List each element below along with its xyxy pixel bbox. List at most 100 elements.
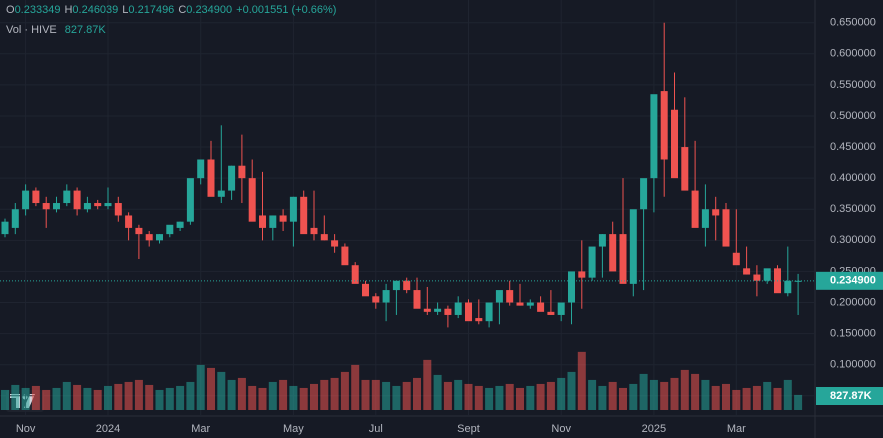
candle-body: [619, 234, 627, 284]
candle-body: [248, 178, 256, 222]
candle-body: [609, 234, 617, 272]
volume-bar: [433, 374, 442, 410]
candle-body: [320, 234, 328, 241]
candle-body: [53, 203, 60, 210]
volume-bar: [124, 381, 133, 410]
volume-bar: [73, 384, 82, 410]
volume-bar: [145, 384, 154, 410]
volume-bar: [732, 389, 741, 410]
candle-body: [372, 296, 380, 303]
y-tick-label: 0.200000: [830, 296, 876, 308]
candle-body: [732, 252, 740, 266]
candle-body: [269, 215, 277, 228]
volume-bar: [31, 385, 40, 410]
candle-body: [104, 203, 112, 207]
volume-bar: [289, 385, 298, 410]
volume-bar: [207, 367, 215, 410]
candle-body: [557, 302, 565, 315]
volume-bar: [485, 387, 494, 410]
volume-bar: [629, 383, 638, 410]
volume-bar: [639, 373, 648, 410]
x-tick-label: Mar: [727, 423, 746, 435]
candle-body: [681, 147, 689, 191]
volume-bar: [742, 387, 751, 410]
low-value: 0.217496: [128, 4, 174, 16]
volume-bar: [382, 381, 391, 410]
volume-bar: [371, 379, 380, 410]
candle-body: [763, 268, 771, 281]
low-key: L: [122, 4, 128, 16]
volume-bar: [340, 371, 349, 410]
volume-bar: [773, 387, 782, 410]
volume-bar: [165, 387, 174, 410]
x-tick-label: Jul: [369, 423, 383, 435]
volume-bar: [299, 387, 308, 410]
candle-body: [465, 302, 472, 322]
volume-bar: [42, 389, 51, 410]
candle-body: [506, 290, 514, 303]
volume-bar: [413, 377, 421, 410]
volume-bar: [567, 371, 576, 410]
candle-body: [279, 215, 287, 222]
ohlc-legend: O0.233349 H0.246039 L0.217496 C0.234900 +0.0…: [6, 4, 336, 16]
header: O0.233349 H0.246039 L0.217496 C0.234900 +0.0…: [6, 4, 336, 36]
volume-bar: [114, 383, 123, 410]
candle-body: [166, 224, 174, 235]
candle-body: [516, 302, 524, 306]
candle-body: [197, 159, 205, 179]
candle-body: [434, 308, 442, 312]
volume-bar: [670, 377, 679, 410]
candle-body: [32, 190, 40, 204]
open-value: 0.233349: [15, 4, 61, 16]
volume-legend: Vol · HIVE 827.87K: [6, 24, 106, 36]
high-value: 0.246039: [72, 4, 118, 16]
volume-key: Vol · HIVE: [6, 24, 57, 36]
volume-bar: [52, 387, 61, 410]
candle-body: [444, 308, 452, 315]
volume-bar: [794, 394, 803, 410]
volume-bar: [186, 381, 195, 410]
candle-body: [403, 280, 411, 291]
candle-body: [495, 290, 503, 303]
candle-body: [722, 209, 730, 247]
candle-body: [228, 165, 236, 191]
candle-body: [73, 190, 81, 210]
candle-body: [588, 246, 596, 278]
volume-bar: [330, 377, 339, 410]
y-tick-label: 0.350000: [830, 203, 876, 215]
volume-bar: [248, 385, 257, 410]
candle-body: [526, 302, 534, 306]
volume-bar: [763, 381, 772, 410]
volume-bar: [505, 383, 514, 410]
candle-body: [176, 221, 184, 228]
candle-body: [475, 318, 483, 322]
volume-bar: [279, 379, 288, 410]
volume-bar: [320, 379, 329, 410]
candle-body: [341, 246, 349, 266]
candle-body: [145, 234, 153, 241]
candle-body: [753, 274, 761, 281]
y-tick-label: 0.600000: [830, 48, 876, 60]
last-price-label: 0.234900: [830, 275, 876, 287]
candle-body: [413, 290, 421, 309]
volume-bar: [176, 385, 185, 410]
y-tick-label: 0.650000: [830, 17, 876, 29]
candle-body: [310, 227, 318, 235]
volume-bar: [464, 383, 473, 410]
candle-body: [83, 203, 91, 210]
y-tick-label: 0.550000: [830, 79, 876, 91]
candle-body: [289, 196, 297, 222]
volume-bar: [701, 379, 710, 410]
candle-body: [207, 159, 215, 197]
x-tick-label: Nov: [551, 423, 571, 435]
x-tick-label: May: [283, 423, 304, 435]
candle-body: [1, 221, 9, 235]
volume-bar: [258, 387, 267, 410]
volume-bar: [361, 379, 370, 410]
candle-body: [578, 271, 586, 278]
candle-body: [547, 311, 555, 315]
close-key: C: [178, 4, 186, 16]
volume-bar: [454, 379, 463, 410]
candle-body: [135, 227, 143, 235]
